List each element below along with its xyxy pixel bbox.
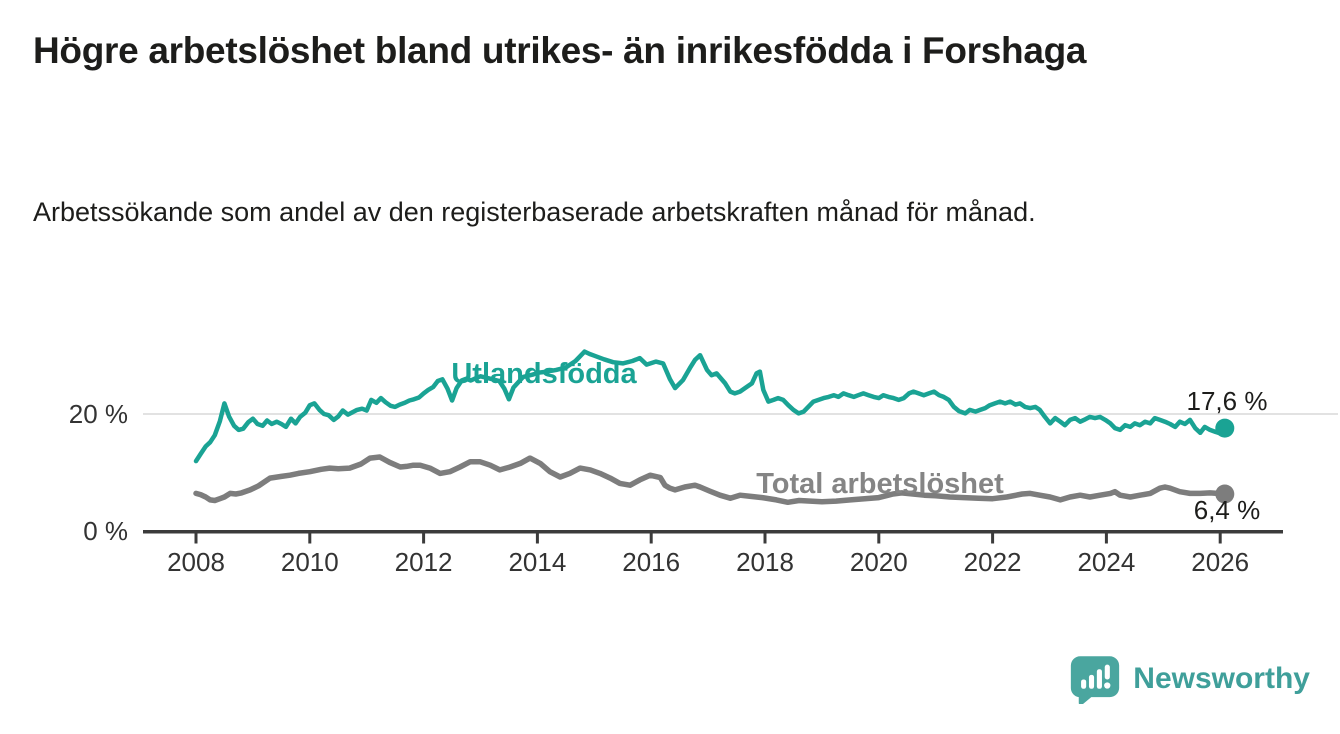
x-tick-label: 2026 (1191, 547, 1249, 577)
series-end-dot-utlandsfodda (1215, 418, 1235, 438)
x-axis-ticks: 2008 2010 2012 2014 2016 2018 2020 2022 2024 2026 (167, 533, 1249, 577)
series-end-dot-total (1215, 484, 1235, 504)
x-tick-label: 2020 (850, 547, 908, 577)
end-value-label-utlandsfodda: 17,6 % (1187, 386, 1268, 416)
series-label-utlandsfodda: Utlandsfödda (451, 358, 637, 390)
x-tick-label: 2018 (736, 547, 794, 577)
x-tick-label: 2008 (167, 547, 225, 577)
end-value-label-total: 6,4 % (1194, 495, 1261, 525)
y-tick-label-0: 0 % (83, 516, 128, 546)
series-line-total-arbetsloshet (193, 454, 1228, 506)
y-tick-label-20: 20 % (69, 399, 128, 429)
newsworthy-logo: Newsworthy (1069, 654, 1310, 704)
page-subtitle: Arbetssökande som andel av den registerb… (33, 197, 1036, 227)
logo-wordmark: Newsworthy (1133, 662, 1310, 695)
x-tick-label: 2010 (281, 547, 339, 577)
x-tick-label: 2016 (622, 547, 680, 577)
x-tick-label: 2024 (1077, 547, 1135, 577)
page-title: Högre arbetslöshet bland utrikes- än inr… (33, 30, 1087, 71)
x-tick-label: 2012 (395, 547, 453, 577)
series-line-utlandsfodda (193, 349, 1228, 464)
x-tick-label: 2014 (508, 547, 566, 577)
x-tick-label: 2022 (964, 547, 1022, 577)
series-label-total: Total arbetslöshet (756, 468, 1004, 500)
speech-bubble-bar-chart-icon (1071, 656, 1120, 704)
